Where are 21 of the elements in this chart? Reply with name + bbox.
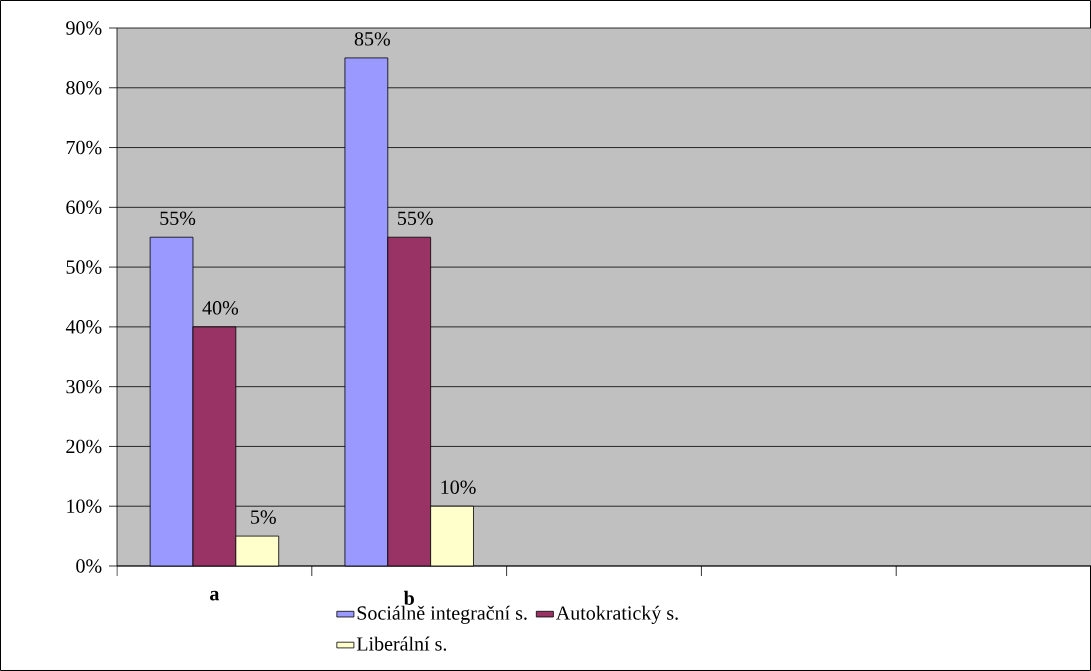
y-tick-label: 30%	[66, 379, 102, 394]
data-label: 55%	[398, 211, 433, 226]
data-label: 85%	[354, 32, 390, 46]
y-tick-label: 80%	[66, 81, 102, 95]
y-tick-label: 90%	[66, 21, 102, 35]
y-tick-label: 50%	[66, 260, 102, 274]
legend-label: Autokratický s.	[555, 605, 678, 624]
data-label: 10%	[441, 480, 476, 495]
x-tick-label: b	[403, 590, 414, 605]
y-tick-label: 60%	[66, 200, 102, 215]
y-tick-label: 70%	[66, 140, 102, 155]
y-tick-label: 40%	[65, 320, 102, 334]
x-tick-label: a	[210, 590, 220, 601]
y-tick-label: 10%	[67, 499, 102, 513]
data-label: 5%	[251, 510, 276, 524]
legend-label: Sociálně integrační s.	[357, 605, 527, 624]
data-label: 40%	[202, 301, 239, 315]
data-label: 55%	[160, 211, 196, 226]
y-tick-label: 20%	[66, 439, 102, 454]
legend-label: Liberální s.	[356, 636, 447, 651]
y-tick-label: 0%	[76, 559, 102, 573]
